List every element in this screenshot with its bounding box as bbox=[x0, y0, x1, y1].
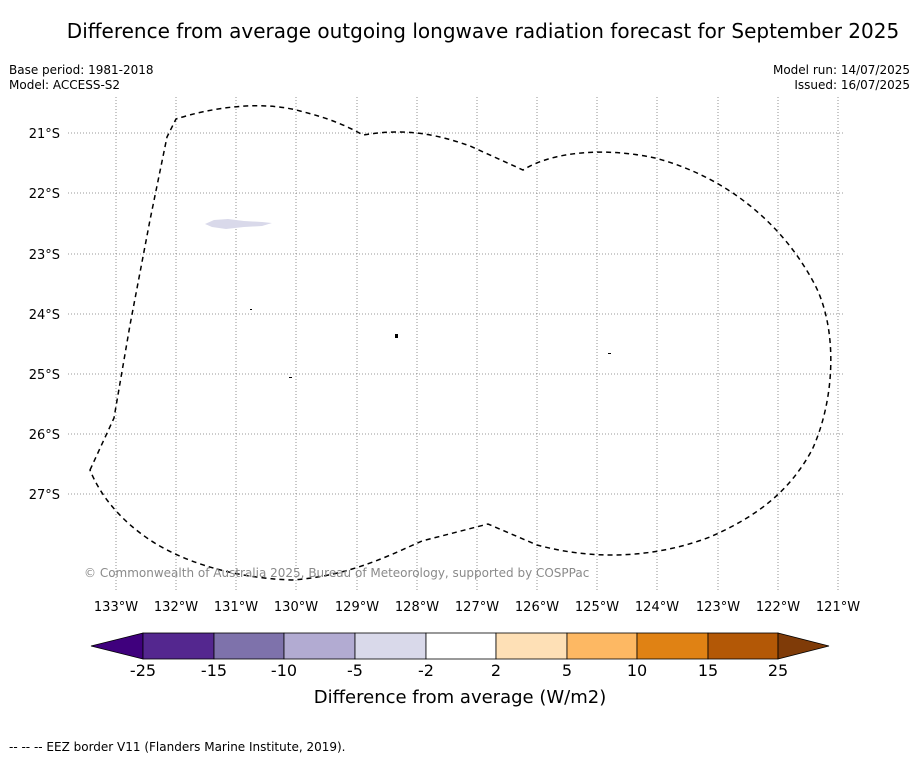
colorbar-tick: -10 bbox=[271, 661, 297, 680]
lon-label: 123°W bbox=[696, 600, 740, 615]
colorbar-tick: 10 bbox=[627, 661, 647, 680]
lon-label: 132°W bbox=[154, 600, 198, 615]
colorbar-segment bbox=[283, 632, 356, 660]
lon-label: 131°W bbox=[214, 600, 258, 615]
lon-label: 125°W bbox=[575, 600, 619, 615]
meta-right: Model run: 14/07/2025 Issued: 16/07/2025 bbox=[773, 63, 910, 93]
lon-label: 121°W bbox=[816, 600, 860, 615]
lon-labels: 133°W 132°W 131°W 130°W 129°W 128°W 127°… bbox=[94, 600, 860, 615]
issued-date: Issued: 16/07/2025 bbox=[794, 78, 910, 92]
footer-note: -- -- -- EEZ border V11 (Flanders Marine… bbox=[9, 740, 346, 754]
model-run: Model run: 14/07/2025 bbox=[772, 63, 910, 77]
lon-label: 126°W bbox=[515, 600, 559, 615]
lat-label: 23°S bbox=[29, 248, 60, 263]
colorbar-high-extend bbox=[777, 632, 830, 660]
model-name: Model: ACCESS-S2 bbox=[9, 78, 121, 92]
lon-label: 128°W bbox=[395, 600, 439, 615]
lat-label: 21°S bbox=[29, 127, 60, 142]
eez-border bbox=[89, 104, 832, 581]
colorbar-ticks: -25 -15 -10 -5 -2 2 5 10 15 25 bbox=[130, 661, 788, 680]
colorbar-segment bbox=[142, 632, 215, 660]
lat-label: 24°S bbox=[29, 308, 60, 323]
lat-label: 25°S bbox=[29, 368, 60, 383]
meta-left: Base period: 1981-2018 Model: ACCESS-S2 bbox=[9, 63, 154, 93]
lon-label: 130°W bbox=[274, 600, 318, 615]
lon-label: 122°W bbox=[756, 600, 800, 615]
lon-label: 129°W bbox=[335, 600, 379, 615]
colorbar bbox=[90, 632, 830, 660]
lat-label: 26°S bbox=[29, 428, 60, 443]
colorbar-tick: 15 bbox=[698, 661, 718, 680]
base-period: Base period: 1981-2018 bbox=[9, 63, 154, 77]
colorbar-tick: 25 bbox=[768, 661, 788, 680]
colorbar-low-extend bbox=[90, 632, 144, 660]
colorbar-label: Difference from average (W/m2) bbox=[314, 687, 606, 708]
lat-label: 27°S bbox=[29, 488, 60, 503]
colorbar-segment bbox=[566, 632, 638, 660]
anomaly-patch bbox=[205, 219, 272, 229]
colorbar-segment bbox=[495, 632, 568, 660]
lat-labels: 21°S 22°S 23°S 24°S 25°S 26°S 27°S bbox=[29, 127, 60, 503]
colorbar-segment bbox=[636, 632, 709, 660]
colorbar-tick: -2 bbox=[418, 661, 434, 680]
lon-label: 133°W bbox=[94, 600, 138, 615]
colorbar-tick: 5 bbox=[562, 661, 572, 680]
colorbar-segment bbox=[213, 632, 285, 660]
lon-label: 127°W bbox=[455, 600, 499, 615]
lon-label: 124°W bbox=[635, 600, 679, 615]
colorbar-tick: -5 bbox=[347, 661, 363, 680]
islands bbox=[250, 309, 611, 378]
colorbar-tick: 2 bbox=[491, 661, 501, 680]
graticule bbox=[68, 97, 843, 590]
chart-title: Difference from average outgoing longwav… bbox=[66, 19, 900, 43]
lat-label: 22°S bbox=[29, 187, 60, 202]
colorbar-tick: -15 bbox=[201, 661, 227, 680]
colorbar-segment bbox=[354, 632, 427, 660]
colorbar-segment bbox=[707, 632, 779, 660]
colorbar-tick: -25 bbox=[130, 661, 156, 680]
colorbar-segment bbox=[425, 632, 497, 660]
copyright-text: © Commonwealth of Australia 2025, Bureau… bbox=[84, 566, 589, 580]
